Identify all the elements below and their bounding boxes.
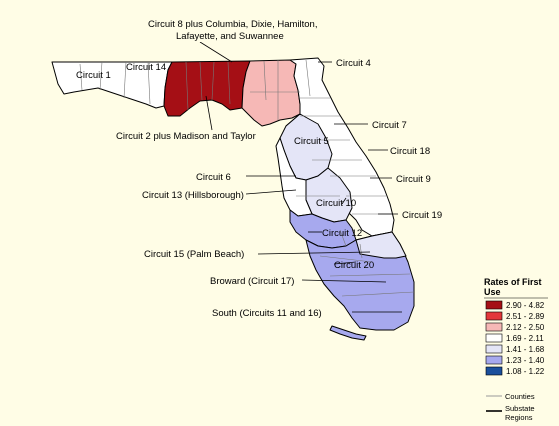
legend-item-label-0: 2.90 - 4.82 (506, 301, 545, 310)
legend-swatch-4 (485, 344, 503, 354)
label-circuit-7: Circuit 7 (372, 120, 407, 131)
legend-swatch-3 (485, 333, 503, 343)
label-circuit-9: Circuit 9 (396, 174, 431, 185)
legend-item-label-1: 2.51 - 2.89 (506, 312, 545, 321)
region-circuit-15 (355, 231, 407, 259)
legend-substate-line1: Substate (505, 404, 535, 413)
region-circuit-8 (241, 59, 301, 127)
label-south: South (Circuits 11 and 16) (212, 308, 322, 319)
circuit-labels: Circuit 1 Circuit 14 Circuit 8 plus Colu… (76, 16, 442, 319)
legend-item-label-3: 1.69 - 2.11 (506, 334, 544, 343)
legend-swatches: 2.90 - 4.82 2.51 - 2.89 2.12 - 2.50 1.69 - … (485, 300, 545, 376)
legend-swatch-5 (485, 355, 503, 365)
legend-title-line1: Rates of First (484, 277, 542, 287)
label-circuit-8-line1: Circuit 8 plus Columbia, Dixie, Hamilton… (148, 19, 317, 30)
legend-substate-line2: Regions (505, 413, 533, 422)
label-circuit-1: Circuit 1 (76, 70, 111, 81)
legend-item-label-4: 1.41 - 1.68 (506, 345, 545, 354)
label-circuit-18: Circuit 18 (390, 146, 430, 157)
label-circuit-20: Circuit 20 (334, 260, 374, 271)
legend-swatch-6 (485, 366, 503, 376)
county-lines (79, 59, 415, 297)
label-circuit-8-line2: Lafayette, and Suwannee (176, 31, 284, 42)
label-circuit-17: Broward (Circuit 17) (210, 276, 294, 287)
legend: Rates of First Use 2.90 - 4.82 2.51 - 2.8… (484, 277, 548, 422)
legend-item-label-5: 1.23 - 1.40 (506, 356, 545, 365)
legend-counties-label: Counties (505, 392, 535, 401)
label-circuit-15: Circuit 15 (Palm Beach) (144, 249, 244, 260)
label-circuit-5: Circuit 5 (294, 136, 329, 147)
label-circuit-13: Circuit 13 (Hillsborough) (142, 190, 244, 201)
label-circuit-4: Circuit 4 (336, 58, 371, 69)
label-circuit-19: Circuit 19 (402, 210, 442, 221)
legend-item-label-6: 1.08 - 1.22 (506, 367, 545, 376)
label-circuit-14: Circuit 14 (126, 62, 166, 73)
leader-lines (199, 41, 402, 313)
legend-item-label-2: 2.12 - 2.50 (506, 323, 545, 332)
legend-swatch-1 (485, 311, 503, 321)
legend-swatch-0 (485, 300, 503, 310)
label-circuit-10: Circuit 10 (316, 198, 356, 209)
region-keys (329, 325, 367, 341)
legend-title-line2: Use (484, 287, 501, 297)
label-circuit-2: Circuit 2 plus Madison and Taylor (116, 131, 256, 142)
legend-swatch-2 (485, 322, 503, 332)
label-circuit-6: Circuit 6 (196, 172, 231, 183)
label-circuit-12: Circuit 12 (322, 228, 362, 239)
